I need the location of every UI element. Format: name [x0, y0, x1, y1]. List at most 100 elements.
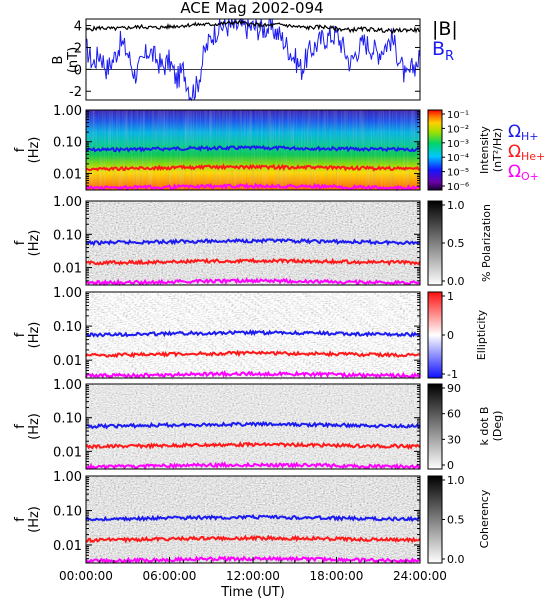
gyro-line-H-p1 [85, 144, 421, 153]
gyro-line-H-p2 [85, 237, 421, 247]
colorbar-ellipticity-label: Ellipticity [475, 309, 488, 360]
f-axis-label-unit: (Hz) [27, 230, 42, 257]
panel-3-overlay: 1.00 0.10 0.01 f (Hz) [13, 286, 421, 380]
colorbar-polarization [427, 200, 443, 286]
colorbar-kdotb-label: k dot B [478, 407, 491, 446]
colorbar-tick-label: 0 [447, 329, 454, 342]
spectrogram-overlays: 1.000.100.01f (Hz)1.000.100.01f (Hz)1.000.… [13, 104, 421, 564]
gyro-line-He-p5 [85, 534, 421, 544]
colorbar-intensity-unit: (nT²/Hz) [491, 128, 504, 172]
f-axis-label-main: f [13, 332, 28, 337]
colorbar-kdotb-gradient [427, 383, 443, 470]
omega-he-sub: He+ [521, 150, 545, 163]
gyro-line-He-p4 [85, 440, 421, 451]
f-tick-label: 0.01 [53, 354, 82, 369]
gyrofrequency-legend: ΩH+ ΩHe+ ΩO+ [508, 122, 545, 183]
f-tick-label: 0.10 [53, 228, 82, 243]
omega-o-sub: O+ [521, 170, 539, 183]
colorbar-tick-label: 60 [447, 408, 461, 421]
panel-3-frame [85, 291, 421, 379]
b-field-frame [85, 18, 421, 101]
gyro-line-O-p4 [85, 461, 421, 471]
f-tick-label: 0.10 [53, 412, 82, 427]
colorbar-intensity [427, 109, 443, 191]
legend-b-r: BR [432, 38, 454, 64]
f-tick-label: 0.01 [53, 262, 82, 277]
gyro-line-O-p2 [85, 277, 421, 287]
omega-h-symbol: Ω [508, 122, 521, 142]
ellipticity-red-speckle [89, 294, 423, 380]
f-tick-label: 0.10 [53, 320, 82, 335]
f-tick-label: 1.00 [53, 470, 82, 485]
f-axis-label-main: f [13, 240, 28, 245]
f-axis-label-main: f [13, 147, 28, 152]
gyro-line-H-p3 [85, 329, 421, 338]
x-axis: 00:00:00 06:00:00 12:00:00 18:00:00 24:00:00 [59, 557, 447, 583]
colorbar-tick-label: 0.5 [447, 514, 465, 527]
b-y-tick-label: -2 [69, 85, 82, 100]
b-y-tick-label: 2 [74, 41, 82, 56]
f-tick-label: 1.00 [53, 286, 82, 301]
gyro-line-He-p1 [85, 163, 420, 172]
legend-b-r-main: B [432, 38, 445, 60]
panel-2-frame [85, 200, 421, 286]
colorbar-coherency [427, 475, 443, 564]
colorbar-polarization-label: % Polarization [480, 204, 493, 282]
panel-4-overlay: 1.00 0.10 0.01 f (Hz) [13, 378, 421, 471]
colorbar-coherency-gradient [427, 475, 443, 564]
gyro-line-O-p3 [85, 369, 421, 380]
colorbar-tick-label: 0 [447, 459, 454, 472]
colorbar-tick-label: 30 [447, 433, 461, 446]
colorbar-tick-label: 0.0 [447, 275, 465, 288]
f-tick-label: 0.01 [53, 167, 82, 182]
x-tick-label: 24:00:00 [393, 569, 447, 583]
b-y-tick-label: 4 [74, 20, 82, 35]
panel-2-overlay: 1.00 0.10 0.01 f (Hz) [13, 195, 421, 287]
series-br-line [85, 17, 421, 102]
x-tick-label: 18:00:00 [310, 569, 364, 583]
legend-b-total: |B| [432, 18, 458, 40]
ellipticity-panel [86, 292, 423, 380]
f-tick-label: 1.00 [53, 104, 82, 119]
legend-omega-he: ΩHe+ [508, 142, 545, 163]
colorbar-tick-label: -1 [447, 368, 458, 381]
colorbar-tick-label: 0.5 [447, 237, 465, 250]
legend-b-r-sub: R [445, 49, 454, 64]
f-axis-label-unit: (Hz) [27, 506, 42, 533]
gyro-line-He-p3 [85, 349, 421, 359]
x-tick-label: 06:00:00 [143, 569, 197, 583]
b-y-tick-label: 0 [74, 63, 82, 78]
gyro-line-He-p2 [85, 257, 421, 267]
x-axis-label: Time (UT) [220, 585, 285, 600]
b-field-plot-area [86, 19, 420, 100]
panel-5-overlay: 1.00 0.10 0.01 f (Hz) [13, 470, 421, 564]
colorbar-coherency-label: Coherency [478, 489, 491, 548]
colorbar-polarization-gradient [427, 200, 443, 286]
f-axis-label-unit: (Hz) [27, 413, 42, 440]
colorbar-kdotb-unit: (Deg) [491, 411, 504, 442]
f-tick-label: 1.00 [53, 378, 82, 393]
omega-o-symbol: Ω [508, 162, 521, 182]
colorbar-tick-label: 90 [447, 382, 461, 395]
colorbar-tick-label: 1 [447, 290, 454, 303]
b-y-ticks: -2 0 2 4 [69, 20, 420, 100]
colorbar-kdotb [427, 383, 443, 470]
colorbar-tick-label: 1.0 [447, 474, 465, 487]
f-tick-label: 1.00 [53, 195, 82, 210]
colorbar-intensity-label: Intensity [478, 126, 491, 174]
chart-title: ACE Mag 2002-094 [180, 0, 323, 17]
legend-omega-h: ΩH+ [508, 122, 539, 143]
f-tick-label: 0.10 [53, 136, 82, 151]
panel-4-frame [85, 383, 421, 470]
colorbar-ticks: 10⁻¹ 10⁻² 10⁻³ 10⁻⁴ 10⁻⁵ 10⁻⁶ 1.0 0.5 0.0 1 0 -190 6… [442, 110, 469, 566]
colorbar-ellipticity [427, 291, 443, 379]
f-axis-label-main: f [13, 517, 28, 522]
gyro-line-H-p4 [85, 420, 421, 430]
x-tick-label: 00:00:00 [59, 569, 113, 583]
b-axis-label-main: B [51, 56, 66, 65]
omega-he-symbol: Ω [508, 142, 521, 162]
gyro-line-O-p1 [85, 182, 421, 192]
colorbar-ellipticity-gradient [427, 291, 443, 379]
